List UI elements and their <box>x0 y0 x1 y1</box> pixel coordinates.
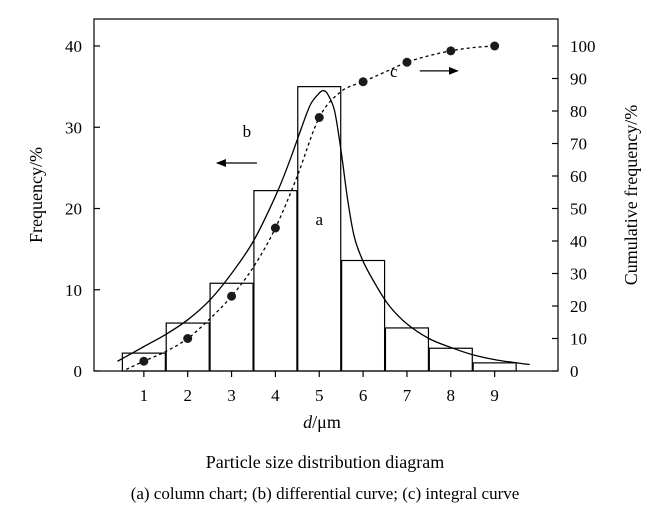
y2-tick-label-70: 70 <box>570 135 587 154</box>
bar-4 <box>253 190 298 372</box>
integral-curve <box>126 45 495 370</box>
x-axis-label-unit: /μm <box>312 412 341 432</box>
column-chart-bars <box>121 86 517 372</box>
x-tick-label-4: 4 <box>271 386 280 405</box>
y2-tick-label-80: 80 <box>570 102 587 121</box>
y2-tick-label-20: 20 <box>570 297 587 316</box>
plot-frame-border <box>93 18 559 372</box>
y2-tick-label-90: 90 <box>570 70 587 89</box>
x-tick-label-9: 9 <box>490 386 499 405</box>
y2-tick-label-30: 30 <box>570 265 587 284</box>
integral-point-2 <box>183 334 193 343</box>
y-tick-label-30: 30 <box>65 118 82 137</box>
y2-tick-label-10: 10 <box>570 330 587 349</box>
y2-tick-label-0: 0 <box>570 362 579 381</box>
integral-point-1 <box>139 356 149 366</box>
bar-6 <box>341 259 386 372</box>
bar-8 <box>428 347 473 372</box>
integral-point-9 <box>490 41 500 51</box>
y2-tick-label-50: 50 <box>570 200 587 219</box>
bar-9 <box>472 362 517 372</box>
x-tick-label-2: 2 <box>183 386 192 405</box>
annotations: a b c <box>215 62 459 229</box>
curves <box>117 41 530 370</box>
y2-tick-label-100: 100 <box>570 37 596 56</box>
plot-frame <box>93 18 559 372</box>
integral-point-6 <box>358 77 368 87</box>
integral-point-8 <box>446 46 456 56</box>
axis-ticks <box>94 45 558 377</box>
particle-size-chart: 1 2 3 4 5 6 7 8 90102030400102030405060708090100… <box>26 18 641 432</box>
x-tick-label-1: 1 <box>140 386 149 405</box>
integral-point-4 <box>270 223 280 233</box>
x-tick-label-6: 6 <box>359 386 368 405</box>
caption-subtitle: (a) column chart; (b) differential curve… <box>130 484 520 503</box>
y-axis-label: Frequency/% <box>26 147 46 243</box>
y-tick-label-10: 10 <box>65 281 82 300</box>
x-axis-label: d/μm <box>303 412 341 432</box>
curve-label-b: b <box>243 122 252 141</box>
y-tick-label-20: 20 <box>65 200 82 219</box>
x-tick-label-3: 3 <box>227 386 236 405</box>
y-tick-label-0: 0 <box>74 362 83 381</box>
x-tick-label-7: 7 <box>403 386 412 405</box>
integral-point-7 <box>402 57 412 67</box>
y2-tick-label-60: 60 <box>570 167 587 186</box>
curve-label-c: c <box>390 62 398 81</box>
y2-axis-label: Cumulative frequency/% <box>621 105 641 285</box>
x-tick-label-8: 8 <box>447 386 456 405</box>
x-axis-label-variable: d <box>303 412 313 432</box>
integral-point-3 <box>227 291 237 301</box>
caption-title: Particle size distribution diagram <box>205 452 445 472</box>
x-tick-label-5: 5 <box>315 386 324 405</box>
bar-5 <box>297 86 342 372</box>
y2-tick-label-40: 40 <box>570 232 587 251</box>
y-tick-label-40: 40 <box>65 37 82 56</box>
curve-label-a: a <box>315 210 323 229</box>
integral-point-5 <box>314 113 324 122</box>
